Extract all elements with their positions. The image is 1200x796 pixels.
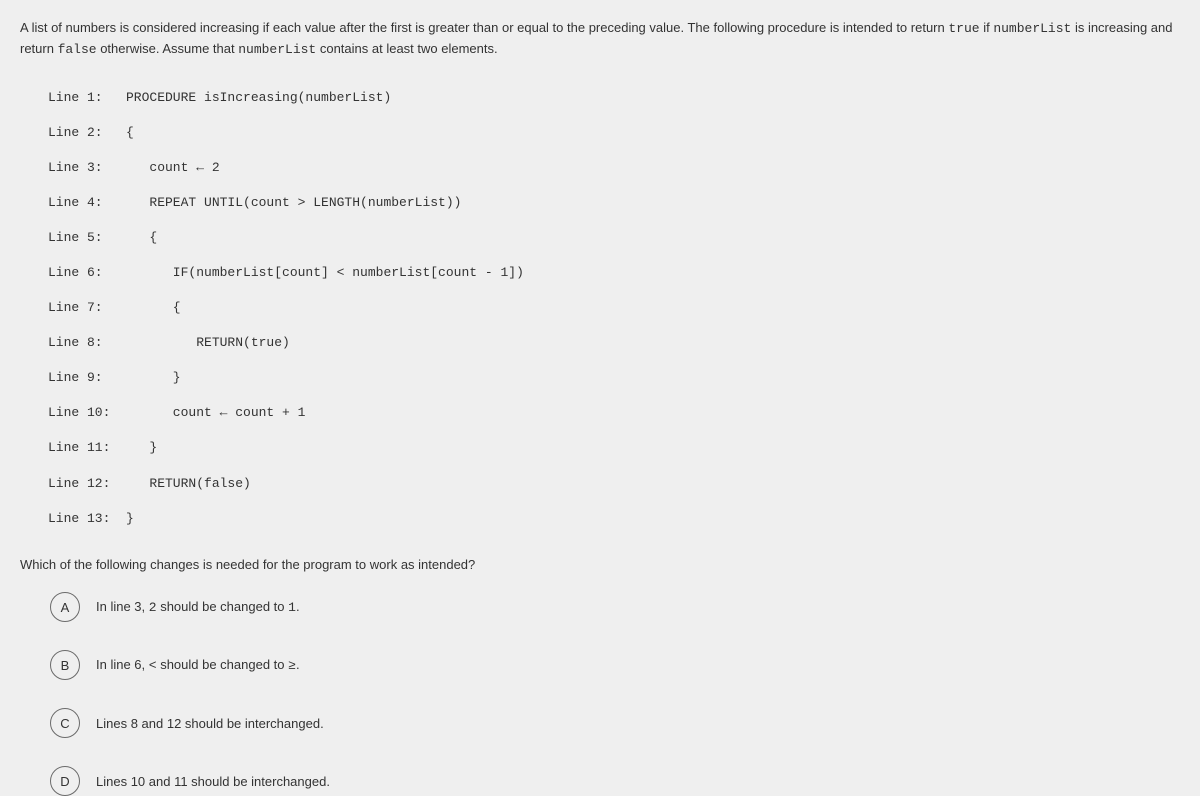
option-b[interactable]: B In line 6, < should be changed to ≥. [50,650,1180,680]
option-text: In line 6, < should be changed to ≥. [96,655,300,676]
code-line: Line 2:{ [48,124,1180,142]
question-intro: A list of numbers is considered increasi… [20,18,1180,59]
intro-part4: otherwise. Assume that [97,41,239,56]
code-block: Line 1:PROCEDURE isIncreasing(numberList… [48,71,1180,545]
code-line: Line 8: RETURN(true) [48,334,1180,352]
kw-false: false [58,42,97,57]
code-line: Line 13:} [48,510,1180,528]
code-line: Line 9: } [48,369,1180,387]
code-line: Line 3: count ← 2 [48,159,1180,177]
code-line: Line 6: IF(numberList[count] < numberLis… [48,264,1180,282]
intro-part2: if [980,20,994,35]
code-line: Line 4: REPEAT UNTIL(count > LENGTH(numb… [48,194,1180,212]
kw-true: true [948,21,979,36]
code-line: Line 7: { [48,299,1180,317]
option-letter-circle: C [50,708,80,738]
intro-part5: contains at least two elements. [316,41,497,56]
code-line: Line 12: RETURN(false) [48,475,1180,493]
option-d[interactable]: D Lines 10 and 11 should be interchanged… [50,766,1180,796]
option-text: Lines 8 and 12 should be interchanged. [96,714,324,734]
option-letter-circle: B [50,650,80,680]
code-line: Line 5: { [48,229,1180,247]
kw-numberlist-2: numberList [238,42,316,57]
question-prompt: Which of the following changes is needed… [20,555,1180,575]
option-text: In line 3, 2 should be changed to 1. [96,597,300,618]
code-line: Line 11: } [48,439,1180,457]
option-c[interactable]: C Lines 8 and 12 should be interchanged. [50,708,1180,738]
code-line: Line 1:PROCEDURE isIncreasing(numberList… [48,89,1180,107]
options-list: A In line 3, 2 should be changed to 1. B… [50,592,1180,796]
kw-numberlist: numberList [993,21,1071,36]
option-a[interactable]: A In line 3, 2 should be changed to 1. [50,592,1180,622]
option-letter-circle: D [50,766,80,796]
option-letter-circle: A [50,592,80,622]
code-line: Line 10: count ← count + 1 [48,404,1180,422]
intro-part1: A list of numbers is considered increasi… [20,20,948,35]
option-text: Lines 10 and 11 should be interchanged. [96,772,330,792]
